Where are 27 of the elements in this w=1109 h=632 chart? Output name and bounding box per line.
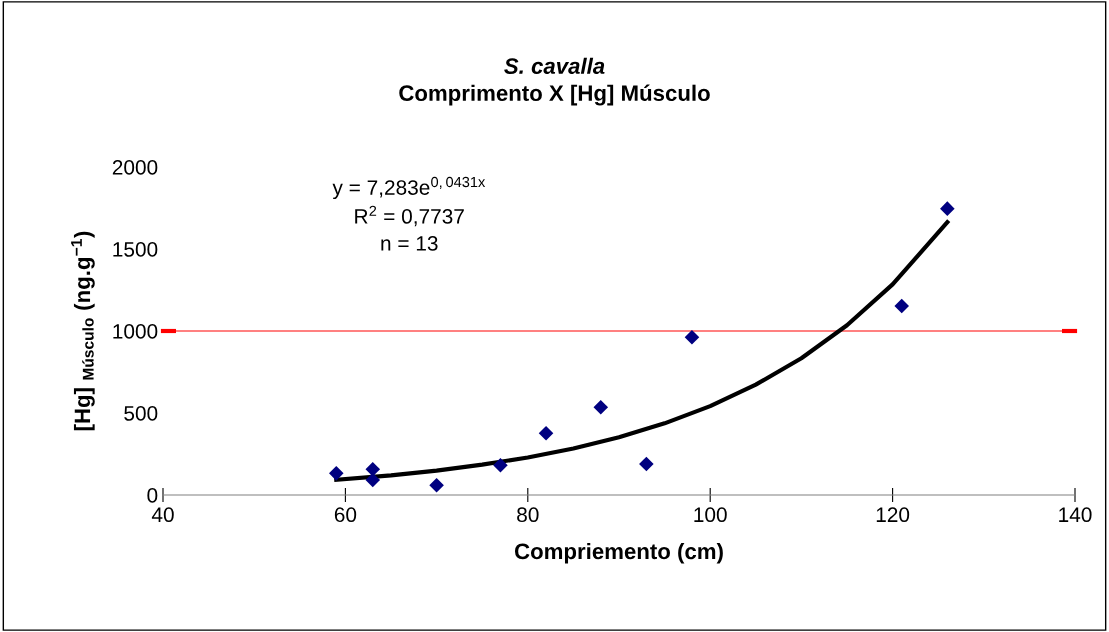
x-tick-label: 140 — [1059, 507, 1092, 523]
point — [538, 426, 554, 441]
point — [940, 201, 955, 216]
y-tick-label: 0 — [147, 488, 158, 503]
text: y = 7,283e$^{0,0431x}$ R$^{2}$ = 0,7737 n = 13 — [332, 176, 486, 251]
point — [493, 458, 508, 473]
point — [894, 298, 909, 314]
x-tick-label: 60 — [334, 507, 357, 523]
chart-title: S. cavalla — [504, 57, 605, 74]
x-tick-label: 100 — [694, 507, 727, 523]
point — [684, 329, 700, 345]
x-axis-title: Compriemento (cm) — [514, 542, 723, 564]
y-axis-title: [Hg] $_{Músculo}$ (ng.g$^{−1}$) — [71, 231, 95, 431]
point — [365, 461, 381, 477]
y-tick-label: 500 — [124, 406, 158, 421]
point — [593, 399, 609, 415]
x-tick-label: 80 — [517, 507, 539, 523]
x-tick-label: 120 — [876, 507, 910, 523]
point — [329, 466, 344, 481]
x-tick-label: 40 — [151, 507, 174, 523]
chart-subtitle: Comprimento X [Hg] Músculo — [399, 84, 710, 106]
point — [365, 472, 381, 488]
point — [429, 478, 444, 493]
y-tick-label: 1500 — [113, 242, 158, 257]
point — [639, 456, 654, 472]
y-tick-label: 2000 — [112, 160, 158, 175]
y-tick-label: 1000 — [113, 324, 158, 339]
